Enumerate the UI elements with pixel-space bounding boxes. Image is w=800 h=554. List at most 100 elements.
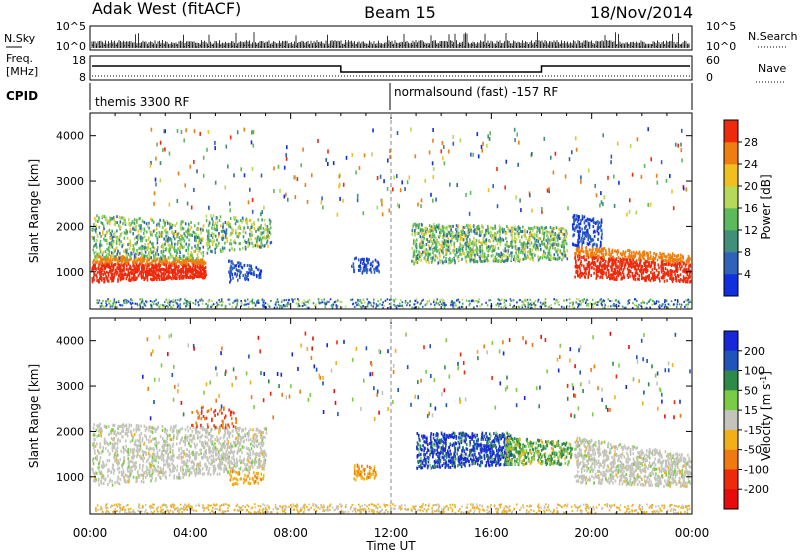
range-gate-cell [511,244,513,248]
range-gate-cell [587,232,590,236]
range-gate-cell [452,235,455,239]
range-gate-cell [145,270,148,274]
range-gate-cell [465,247,468,251]
range-gate-cell [524,253,526,257]
frequency-line [92,65,690,73]
range-gate-cell [372,260,374,264]
range-gate-cell [258,301,261,304]
range-gate-cell [164,301,166,304]
range-gate-cell [653,271,655,275]
range-gate-cell [151,233,153,237]
range-gate-cell [537,255,539,259]
range-gate-cell [258,276,260,280]
range-gate-cell [479,245,481,249]
range-gate-cell [609,300,611,302]
range-gate-cell [451,300,454,303]
range-gate-cell [498,229,501,233]
range-gate-cell [434,306,436,309]
range-gate-cell [599,269,602,273]
range-gate-cell [240,270,242,274]
range-gate-cell [95,258,97,261]
range-gate-cell [532,245,535,249]
range-gate-cell [440,231,442,234]
range-gate-cell [676,268,679,272]
range-gate-cell [372,301,375,304]
range-gate-cell [131,276,133,280]
range-gate-cell [676,299,679,302]
range-gate-cell [416,223,419,227]
range-gate-cell [442,251,444,255]
range-gate-cell [592,238,595,242]
range-gate-cell [268,218,271,222]
range-gate-cell [432,301,435,304]
range-gate-cell [260,212,262,217]
range-gate-cell [230,269,233,273]
range-gate-cell [158,258,161,261]
range-gate-cell [502,230,504,234]
range-gate-cell [471,248,474,252]
range-gate-cell [211,226,213,230]
range-gate-cell [135,264,137,268]
range-gate-cell [514,138,516,143]
range-gate-cell [206,237,209,241]
range-gate-cell [580,249,583,253]
range-gate-cell [442,302,445,305]
range-gate-cell [134,255,136,259]
range-gate-cell [162,277,164,281]
range-gate-cell [422,250,425,254]
range-gate-cell [586,217,589,221]
range-gate-cell [120,269,122,273]
range-gate-cell [573,233,575,237]
range-gate-cell [610,273,613,277]
range-gate-cell [144,243,146,247]
range-gate-cell [199,260,201,264]
range-gate-cell [228,298,231,301]
range-gate-cell [200,272,202,276]
range-gate-cell [554,240,557,244]
range-gate-cell [528,237,530,241]
range-gate-cell [601,268,603,272]
range-gate-cell [228,270,230,274]
range-gate-cell [680,260,682,263]
range-gate-cell [652,276,654,280]
range-gate-cell [366,271,368,274]
range-gate-cell [136,268,139,271]
range-gate-cell [656,258,659,262]
range-gate-cell [474,241,476,245]
range-gate-cell [561,227,563,231]
range-gate-cell [677,143,679,148]
range-gate-cell [116,262,118,266]
range-gate-cell [158,222,160,226]
range-gate-cell [671,254,674,258]
range-gate-cell [496,302,499,305]
range-gate-cell [239,226,242,230]
range-gate-cell [147,242,149,246]
noise-sky-marks [91,32,690,48]
range-gate-cell [238,269,241,273]
range-gate-cell [102,224,105,228]
range-gate-cell [529,227,531,231]
range-gate-cell [151,270,154,274]
range-gate-cell [189,300,191,303]
range-gate-cell [254,303,257,306]
range-gate-cell [179,234,182,238]
range-gate-cell [218,299,220,301]
range-gate-cell [189,234,191,237]
range-gate-cell [217,234,220,238]
range-gate-cell [539,244,541,247]
range-gate-cell [635,268,638,272]
range-gate-cell [229,201,231,206]
range-gate-cell [237,220,239,223]
range-gate-cell [488,249,491,252]
range-gate-cell [230,238,232,242]
range-gate-cell [628,301,630,304]
range-gate-cell [492,246,494,250]
range-gate-cell [91,277,94,281]
range-gate-cell [602,299,605,302]
range-gate-cell [431,161,434,166]
range-gate-cell [158,269,160,273]
range-gate-cell [533,303,536,306]
range-gate-cell [546,232,548,236]
range-gate-cell [455,303,457,306]
range-gate-cell [423,244,425,247]
